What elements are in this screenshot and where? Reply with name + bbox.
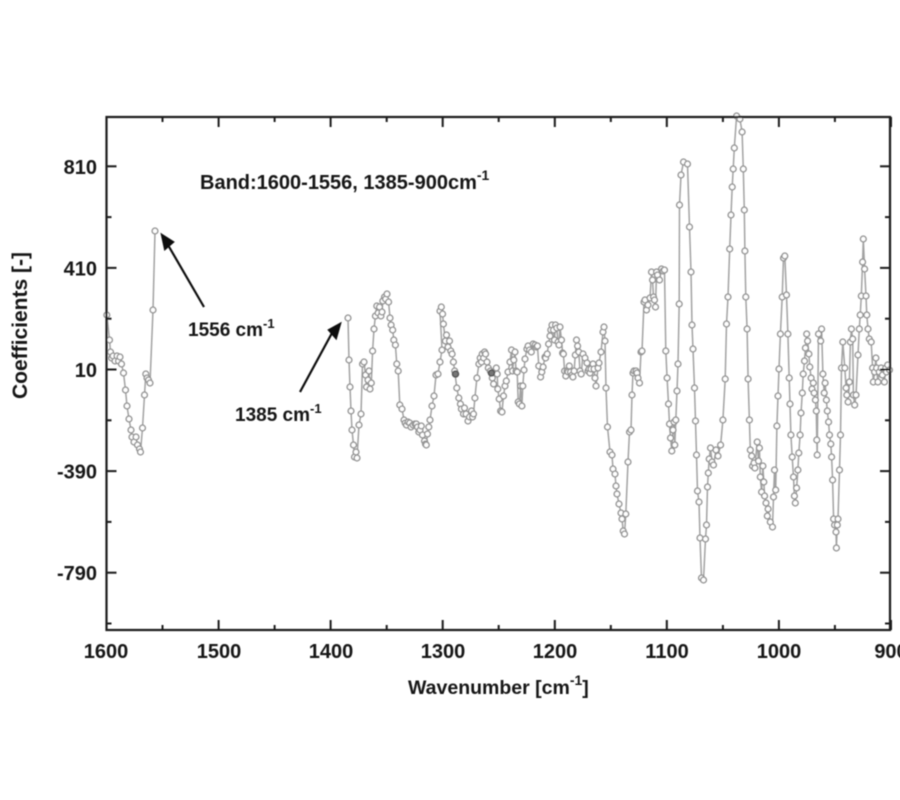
svg-text:900: 900: [874, 641, 900, 663]
svg-text:Band:1600-1556, 1385-900cm-1: Band:1600-1556, 1385-900cm-1: [200, 167, 490, 194]
svg-text:1200: 1200: [533, 641, 578, 663]
svg-text:1500: 1500: [197, 641, 242, 663]
svg-text:410: 410: [64, 258, 97, 280]
svg-text:1000: 1000: [757, 641, 802, 663]
svg-text:-390: -390: [57, 462, 97, 484]
svg-text:10: 10: [75, 360, 97, 382]
svg-text:Wavenumber [cm-1]: Wavenumber [cm-1]: [408, 672, 589, 699]
svg-text:810: 810: [64, 157, 97, 179]
svg-text:1556 cm-1: 1556 cm-1: [188, 316, 275, 341]
svg-text:1100: 1100: [645, 641, 688, 663]
svg-text:1400: 1400: [309, 641, 354, 663]
svg-text:Coefficients [-]: Coefficients [-]: [9, 252, 32, 399]
svg-text:1385 cm-1: 1385 cm-1: [235, 401, 322, 426]
svg-text:1600: 1600: [84, 641, 129, 663]
svg-text:-790: -790: [57, 563, 97, 585]
svg-text:1300: 1300: [421, 641, 466, 663]
